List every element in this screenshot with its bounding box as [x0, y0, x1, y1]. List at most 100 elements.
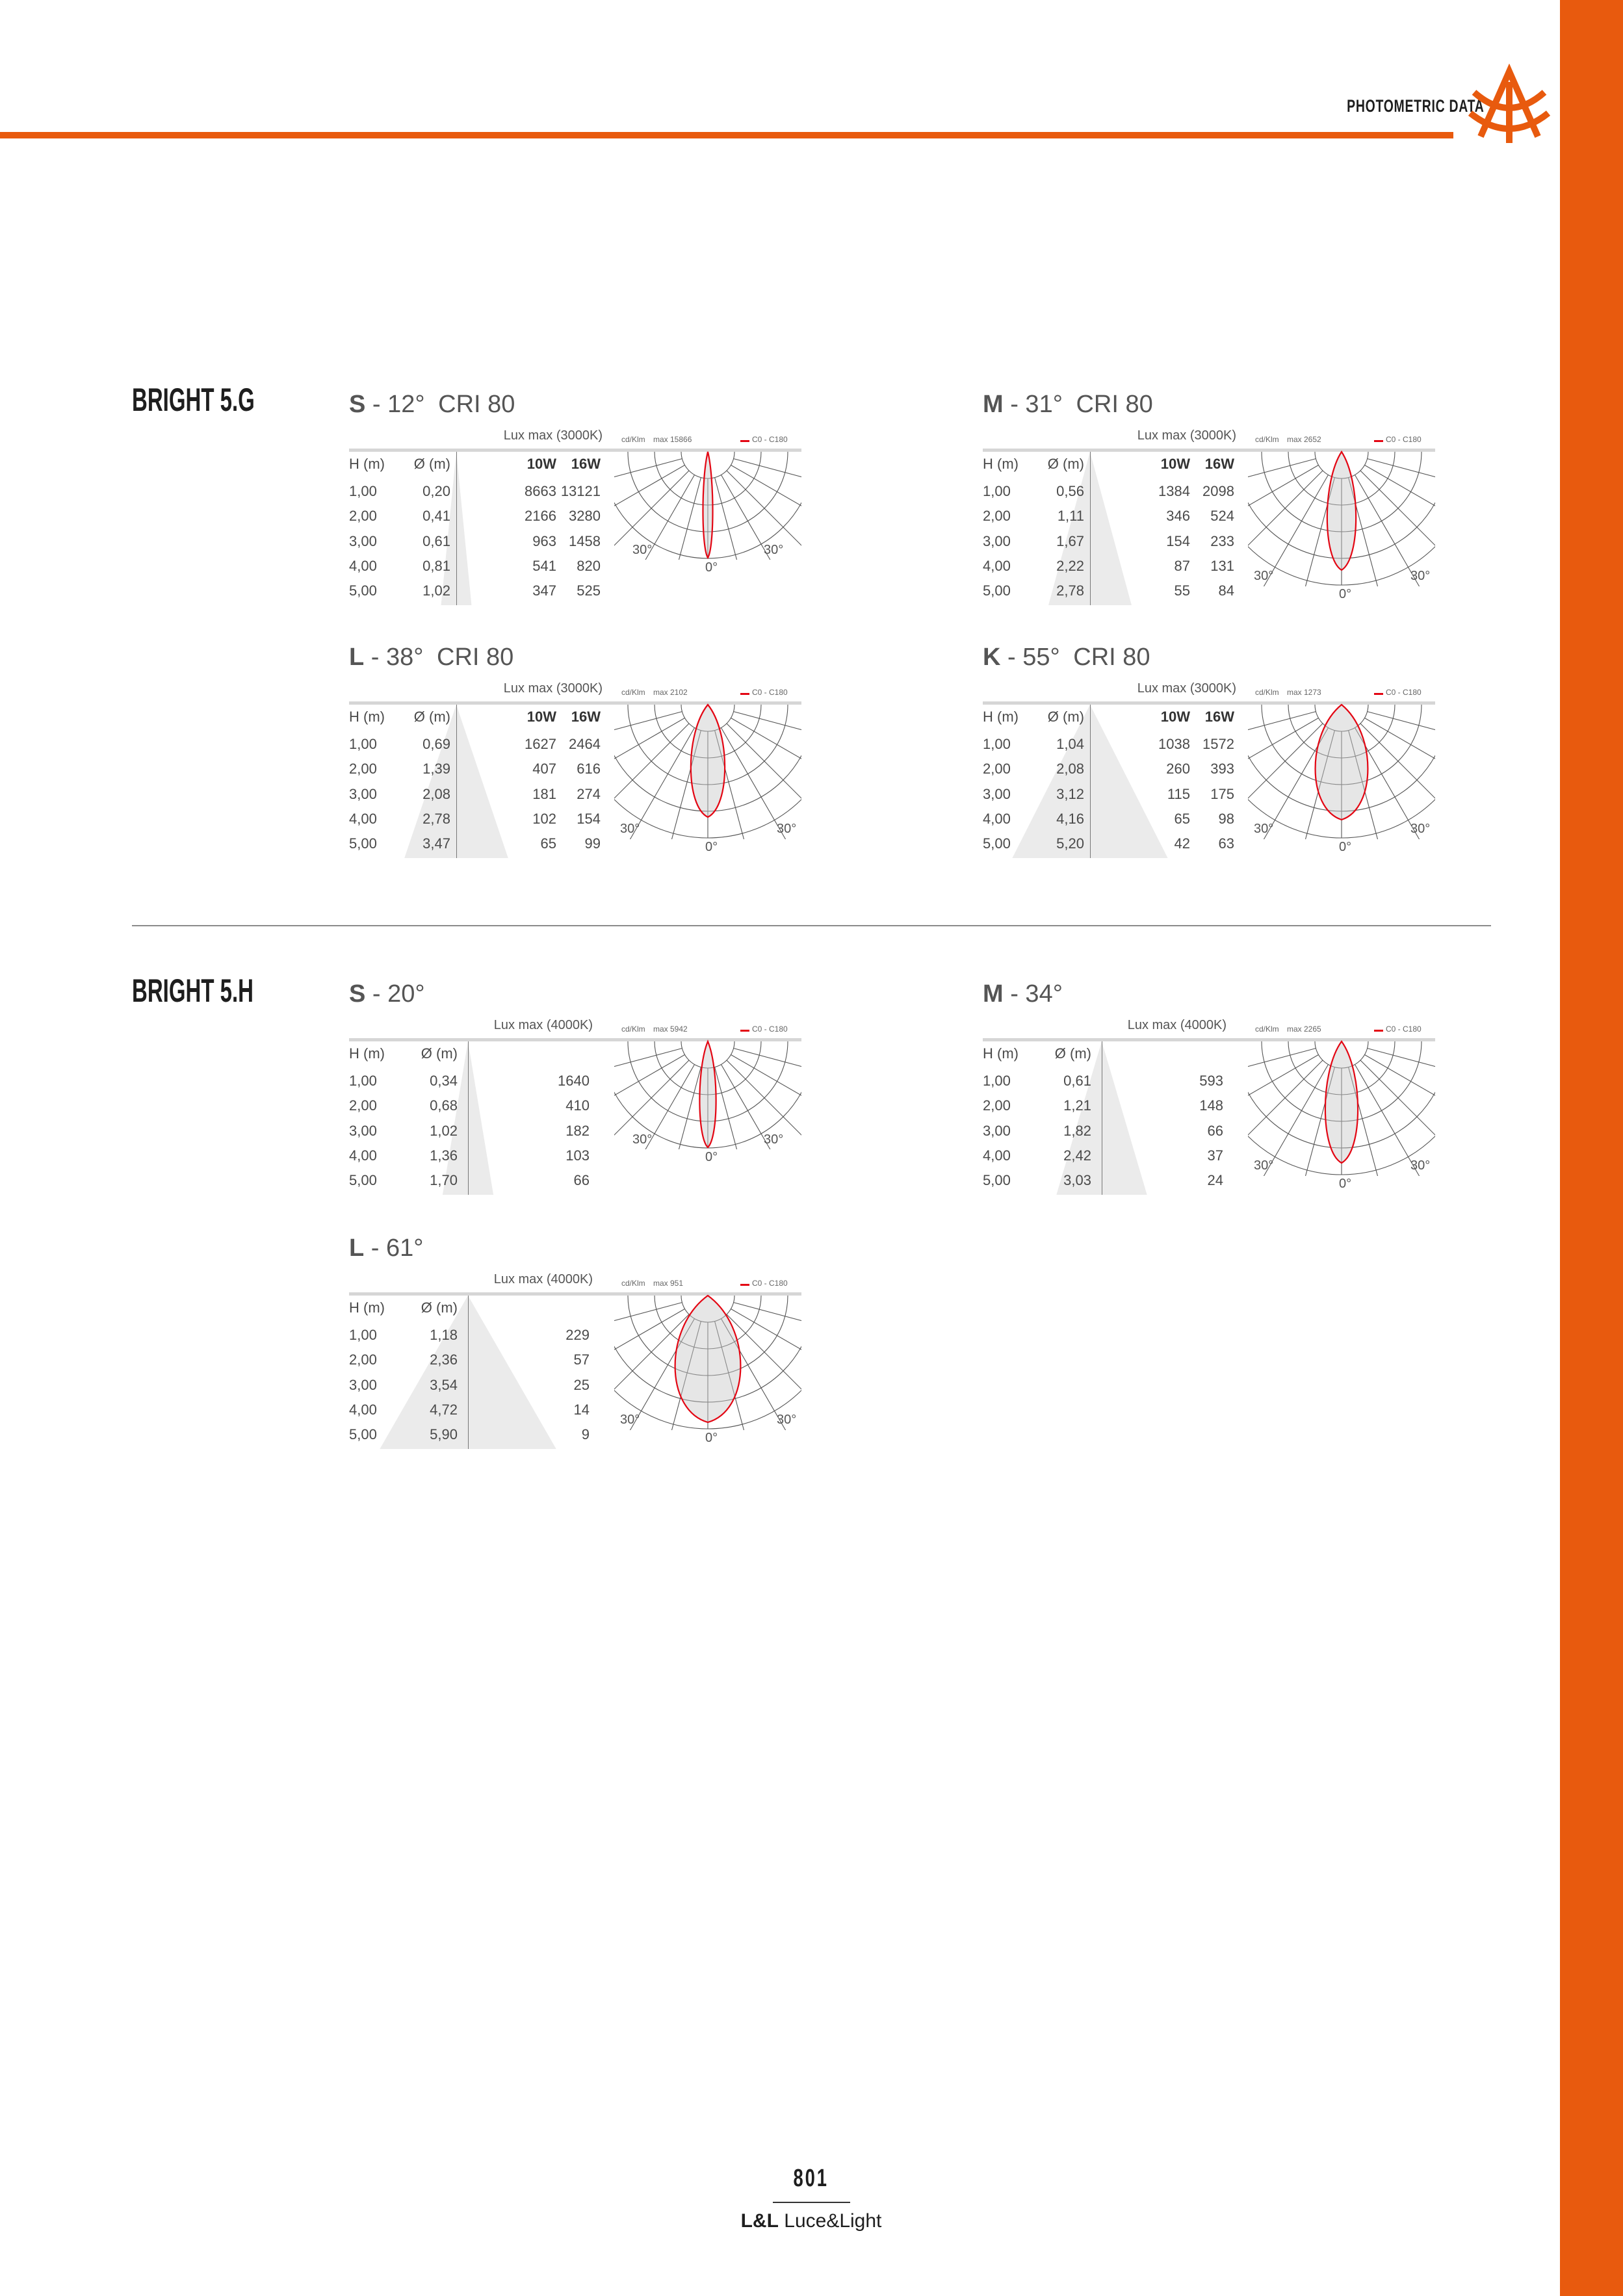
optic-code: S [349, 391, 366, 418]
cell-diameter: 4,16 [1056, 810, 1084, 827]
cell-height: 2,00 [349, 1351, 377, 1368]
polar-radial [1248, 458, 1316, 478]
cell-diameter: 2,78 [422, 810, 450, 827]
header-wattage: 10W [1160, 456, 1190, 472]
polar-radial [614, 465, 685, 506]
cell-lux: 131 [1210, 557, 1234, 574]
photometric-block-s: S - 20° Lux max (4000K) cd/Klm max 5942 C0 … [349, 980, 804, 1195]
legend-c0-c180: C0 - C180 [752, 688, 788, 697]
cell-diameter: 1,70 [430, 1172, 458, 1189]
cell-lux: 524 [1210, 508, 1234, 525]
cell-diameter: 0,34 [430, 1073, 458, 1089]
cell-diameter: 1,67 [1056, 532, 1084, 549]
polar-label-left: 30° [1254, 822, 1273, 836]
polar-radial [678, 477, 701, 560]
polar-radial [714, 1067, 738, 1149]
cell-lux: 260 [1166, 761, 1190, 777]
lux-max-label: Lux max (3000K) [1137, 428, 1236, 443]
polar-radial [1348, 1067, 1379, 1176]
cell-height: 3,00 [983, 1122, 1011, 1139]
header-diameter: Ø (m) [413, 709, 450, 725]
polar-label-right: 30° [764, 1132, 783, 1147]
cell-height: 4,00 [983, 810, 1011, 827]
cell-diameter: 1,02 [422, 582, 450, 599]
cone-axis-line [456, 705, 457, 858]
polar-radial [721, 727, 786, 839]
cell-diameter: 4,72 [430, 1401, 458, 1418]
polar-radial [1355, 727, 1420, 839]
polar-label-right: 30° [777, 822, 796, 836]
polar-radial [733, 1302, 801, 1322]
cell-lux: 65 [1174, 810, 1190, 827]
polar-radial [1367, 711, 1435, 731]
cell-height: 2,00 [983, 508, 1011, 525]
cell-height: 2,00 [349, 761, 377, 777]
cell-lux: 25 [573, 1376, 590, 1393]
cell-height: 5,00 [349, 835, 377, 852]
polar-radial [614, 718, 685, 759]
max-intensity: max 2652 [1287, 435, 1321, 444]
header-height: H (m) [349, 1045, 385, 1062]
cell-lux: 274 [577, 785, 601, 802]
polar-grid [1248, 1041, 1435, 1176]
polar-radial [671, 730, 701, 839]
polar-ring [1314, 452, 1369, 479]
cell-height: 4,00 [349, 557, 377, 574]
cell-height: 5,00 [983, 582, 1011, 599]
cell-height: 5,00 [349, 582, 377, 599]
photometric-block-l: L - 61° Lux max (4000K) cd/Klm max 951 C0 -… [349, 1234, 804, 1449]
polar-radial [726, 1060, 801, 1136]
cone-axis-line [1090, 705, 1091, 858]
cell-height: 4,00 [349, 810, 377, 827]
cell-diameter: 5,90 [430, 1426, 458, 1443]
header-height: H (m) [349, 709, 385, 725]
polar-label-bottom: 0° [705, 1150, 718, 1164]
polar-radial [614, 711, 682, 731]
polar-radial [1263, 1064, 1329, 1176]
polar-radial [731, 1054, 801, 1096]
polar-radial [1360, 723, 1435, 799]
lux-max-label: Lux max (3000K) [1137, 681, 1236, 696]
polar-radial [1248, 470, 1323, 546]
legend-c0-c180-swatch [1374, 693, 1383, 695]
cell-lux: 9 [581, 1426, 590, 1443]
beam-angle: - 34° [1010, 980, 1063, 1008]
cell-diameter: 1,82 [1063, 1122, 1091, 1139]
cell-lux: 3280 [569, 508, 601, 525]
cell-diameter: 1,11 [1057, 508, 1084, 525]
cell-lux: 393 [1210, 761, 1234, 777]
cri-label: CRI 80 [437, 644, 514, 671]
polar-radial [1263, 727, 1329, 839]
polar-radial [1364, 1054, 1435, 1096]
optic-title: M - 34° [983, 980, 1069, 1008]
polar-label-left: 30° [620, 822, 640, 836]
cell-lux: 1572 [1202, 736, 1234, 752]
header-height: H (m) [983, 1045, 1019, 1062]
cell-diameter: 3,47 [422, 835, 450, 852]
beam-angle: - 38° [370, 644, 424, 671]
header-wattage: 10W [526, 709, 556, 725]
page-number-text: 801 [793, 2165, 829, 2192]
polar-radial [726, 723, 801, 799]
cone-axis-line [456, 452, 457, 605]
beam-angle: - 55° [1007, 644, 1060, 671]
cell-height: 1,00 [983, 736, 1011, 752]
polar-ring [681, 1041, 735, 1069]
cell-diameter: 3,12 [1056, 785, 1084, 802]
cell-lux: 55 [1174, 582, 1190, 599]
polar-radial [1248, 723, 1323, 799]
polar-diagram: 30° 30° 0° [1248, 1040, 1435, 1191]
cell-lux: 154 [1166, 532, 1190, 549]
optic-title: L - 61° [349, 1234, 430, 1262]
unit-label: cd/Klm [621, 1279, 645, 1288]
header-wattage: 16W [571, 709, 601, 725]
polar-radial [721, 1064, 771, 1149]
cell-lux: 541 [532, 557, 556, 574]
cell-lux: 1640 [558, 1073, 590, 1089]
polar-label-left: 30° [620, 1413, 640, 1427]
polar-radial [671, 1321, 701, 1430]
polar-radial [1263, 475, 1329, 586]
cell-diameter: 0,20 [422, 483, 450, 499]
polar-radial [614, 1060, 690, 1136]
polar-radial [1248, 465, 1319, 506]
